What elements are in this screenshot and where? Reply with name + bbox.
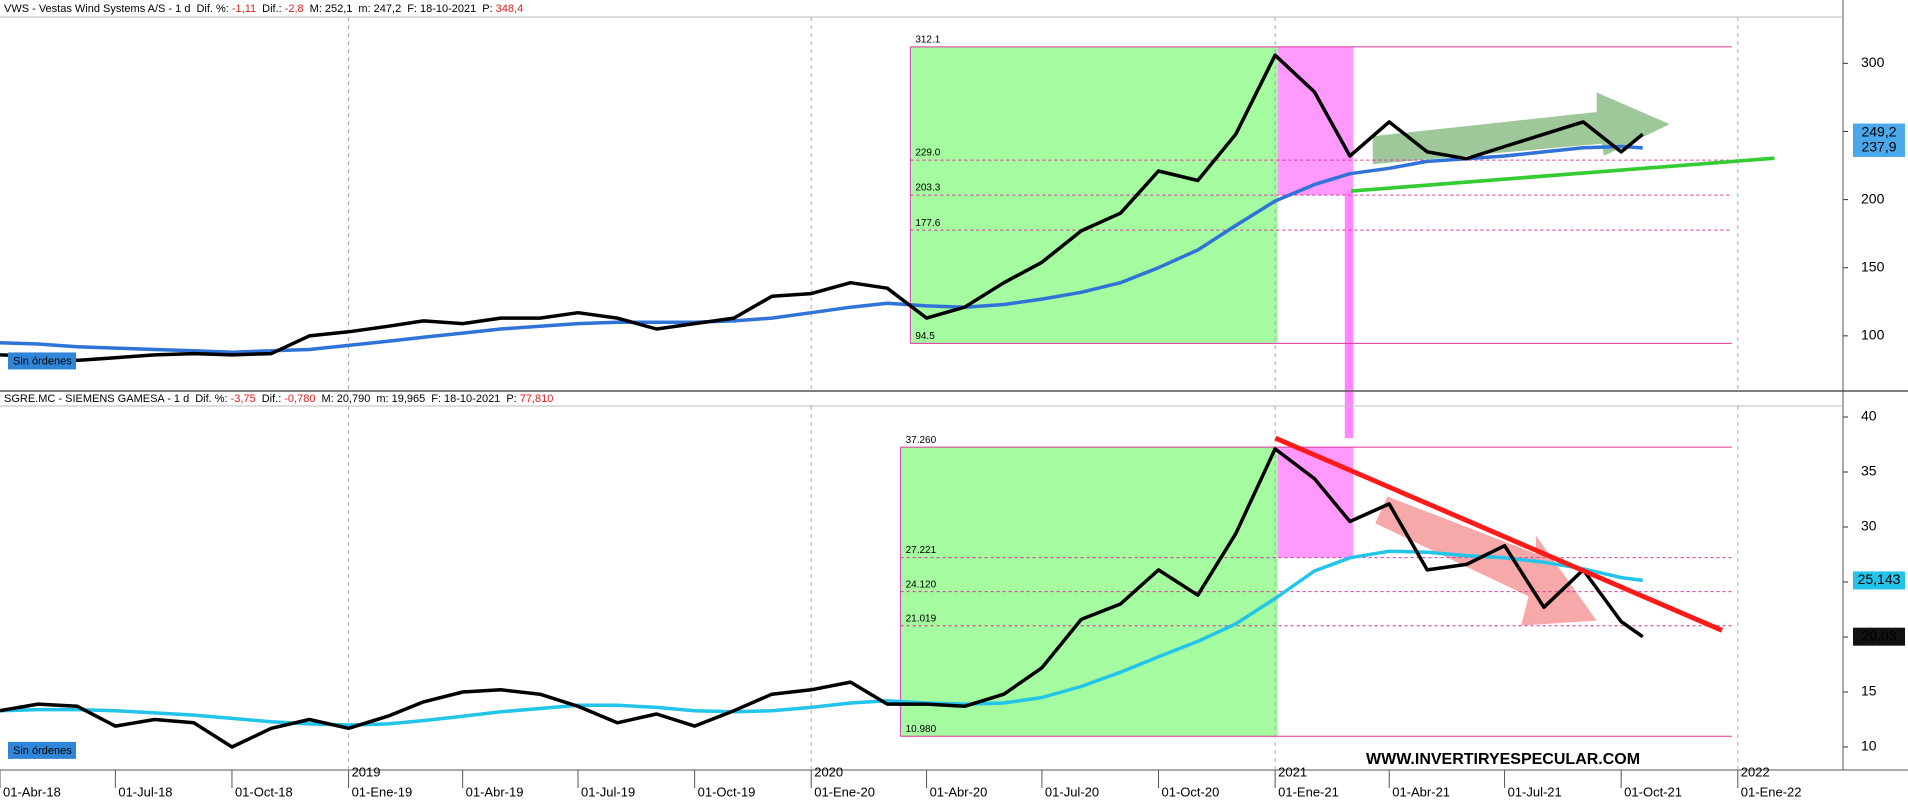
last-value-label: 249,2: [1861, 123, 1896, 139]
fib-label: 312.1: [915, 34, 940, 45]
y-tick-label: 150: [1861, 258, 1885, 274]
connector-bar: [1344, 191, 1354, 439]
trend-arrow: [1372, 92, 1670, 165]
panel-title: VWS - Vestas Wind Systems A/S - 1 d: [4, 3, 190, 15]
panel-header: SGRE.MC - SIEMENS GAMESA - 1 d Dif. %: -3,…: [4, 393, 553, 405]
orders-box: [8, 352, 76, 370]
stat-label: P:: [482, 3, 492, 15]
x-tick-label: 01-Jul-20: [1045, 784, 1099, 799]
x-tick-label: 01-Jul-18: [118, 784, 172, 799]
stat-value: 252,1: [325, 3, 353, 15]
year-label: 2020: [814, 764, 843, 779]
price-line: [0, 53, 1644, 363]
orders-label: Sin órdenes: [13, 745, 72, 757]
pink-zone: [1277, 447, 1354, 558]
fib-label: 27.221: [906, 545, 937, 556]
stat-label: Dif. %:: [195, 393, 227, 405]
stat-value: -0,780: [284, 393, 315, 405]
panel-title: SGRE.MC - SIEMENS GAMESA - 1 d: [4, 393, 189, 405]
last-value-box: [1853, 123, 1905, 142]
stat-value: 77,810: [520, 393, 554, 405]
stat-label: m:: [358, 3, 370, 15]
y-tick-label: 10: [1861, 738, 1877, 754]
last-value-box: [1853, 138, 1905, 157]
fib-label: 21.019: [906, 613, 937, 624]
price-line: [0, 447, 1644, 749]
x-tick-label: 01-Abr-20: [930, 784, 988, 799]
stat-value: 20,790: [337, 393, 371, 405]
resistance-line: [1274, 435, 1724, 633]
x-tick-label: 01-Jul-19: [581, 784, 635, 799]
fib-label: 229.0: [915, 148, 940, 159]
stat-value: -3,75: [231, 393, 256, 405]
fib-label: 24.120: [906, 579, 937, 590]
stat-label: Dif.:: [262, 3, 282, 15]
stat-value: 18-10-2021: [420, 3, 476, 15]
trend-arrow: [1375, 496, 1597, 626]
y-tick-label: 300: [1861, 54, 1885, 70]
labels: VWS - Vestas Wind Systems A/S - 1 d Dif. …: [3, 3, 1905, 799]
stat-value: 19,965: [392, 393, 426, 405]
x-tick-label: 01-Oct-20: [1162, 784, 1220, 799]
stat-label: P:: [506, 393, 516, 405]
y-tick-label: 40: [1861, 408, 1877, 424]
x-tick-label: 01-Oct-19: [698, 784, 756, 799]
fib-label: 10.980: [906, 724, 937, 735]
moving-average: [0, 549, 1643, 727]
watermark: WWW.INVERTIRYESPECULAR.COM: [1366, 751, 1640, 768]
last-value-label: 237,9: [1861, 139, 1896, 155]
x-tick-label: 01-Oct-18: [235, 784, 293, 799]
stat-value: 18-10-2021: [444, 393, 500, 405]
y-tick-label: 100: [1861, 327, 1885, 343]
orders-label: Sin órdenes: [13, 355, 72, 367]
fib-label: 203.3: [915, 183, 940, 194]
y-tick-label: 15: [1861, 683, 1877, 699]
y-tick-label: 35: [1861, 463, 1877, 479]
fib-label: 94.5: [915, 331, 935, 342]
stat-label: m:: [376, 393, 388, 405]
stat-value: 348,4: [496, 3, 524, 15]
support-line: [1350, 156, 1775, 193]
year-label: 2022: [1741, 764, 1770, 779]
x-tick-label: 01-Ene-20: [814, 784, 875, 799]
x-tick-label: 01-Ene-22: [1741, 784, 1802, 799]
orders-box: [8, 741, 76, 759]
x-tick-label: 01-Ene-19: [352, 784, 413, 799]
stat-value: -2,8: [285, 3, 304, 15]
x-tick-label: 01-Jul-21: [1508, 784, 1562, 799]
trendlines: [1274, 156, 1775, 633]
y-tick-label: 200: [1861, 190, 1885, 206]
fib-label: 37.260: [906, 435, 937, 446]
last-value-box: [1853, 627, 1905, 646]
stat-value: 247,2: [374, 3, 402, 15]
annotations: [1344, 92, 1670, 626]
y-tick-label: 30: [1861, 518, 1877, 534]
fib-label: 177.6: [915, 218, 940, 229]
x-tick-label: 01-Abr-18: [3, 784, 61, 799]
panel-header: VWS - Vestas Wind Systems A/S - 1 d Dif. …: [4, 3, 523, 15]
year-label: 2021: [1278, 764, 1307, 779]
year-label: 2019: [352, 764, 381, 779]
last-value-label: 25,143: [1858, 571, 1901, 587]
x-tick-label: 01-Abr-19: [466, 784, 524, 799]
stat-label: Dif. %:: [196, 3, 228, 15]
x-tick-label: 01-Oct-21: [1624, 784, 1682, 799]
stat-label: F:: [431, 393, 441, 405]
stat-label: M:: [321, 393, 333, 405]
last-value-label: 20,03: [1861, 627, 1896, 643]
stat-label: Dif.:: [262, 393, 282, 405]
last-value-box: [1853, 571, 1905, 590]
stat-label: M:: [310, 3, 322, 15]
stat-value: -1,11: [232, 3, 256, 15]
stat-label: F:: [407, 3, 417, 15]
series-lines: [0, 53, 1644, 749]
x-tick-label: 01-Ene-21: [1278, 784, 1339, 799]
x-tick-label: 01-Abr-21: [1392, 784, 1450, 799]
frame: [0, 0, 1908, 771]
